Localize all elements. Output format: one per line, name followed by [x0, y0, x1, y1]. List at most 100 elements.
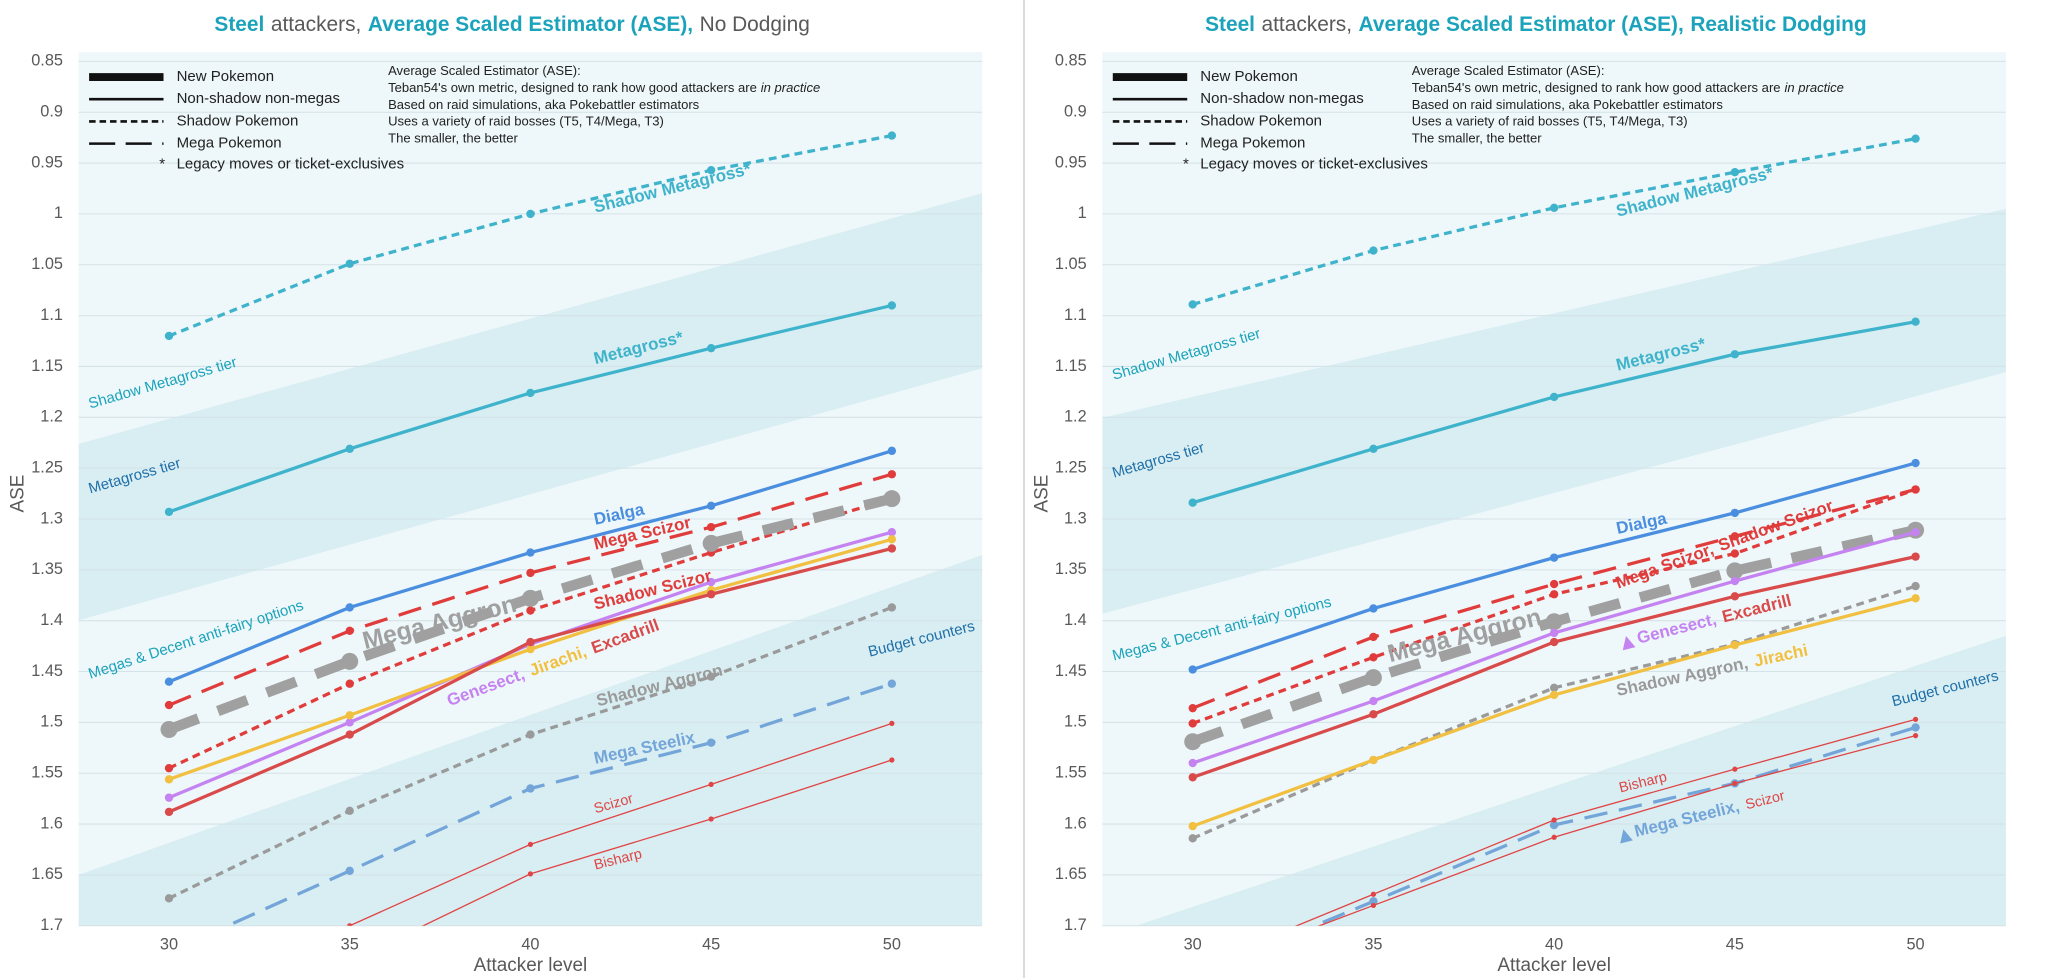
data-point	[889, 720, 895, 727]
data-point	[1911, 552, 1920, 561]
y-tick-label: 1.5	[1064, 713, 1087, 731]
y-tick-label: 1.6	[1064, 814, 1087, 832]
y-tick-label: 1.45	[1055, 662, 1087, 680]
y-tick-label: 1.55	[1055, 764, 1087, 782]
data-point	[526, 730, 535, 739]
title-part: Average Scaled Estimator (ASE),	[1359, 12, 1684, 35]
data-point	[1188, 758, 1197, 768]
y-tick-label: 1.3	[40, 509, 63, 527]
data-point	[345, 718, 354, 727]
data-point	[1911, 723, 1920, 732]
data-point	[1188, 703, 1197, 713]
data-point	[160, 721, 178, 738]
y-tick-label: 1.25	[1055, 458, 1087, 476]
data-point	[1184, 733, 1202, 751]
data-point	[1370, 891, 1377, 897]
y-tick-label: 1.35	[31, 560, 63, 578]
data-point	[702, 534, 720, 552]
data-point	[887, 528, 897, 537]
tier-band	[78, 193, 983, 621]
y-tick-label: 0.85	[1055, 52, 1087, 70]
note-part: Based on raid simulations, aka Pokebattl…	[1412, 97, 1724, 112]
data-point	[347, 959, 352, 964]
data-point	[1549, 637, 1559, 647]
x-axis-title: Attacker level	[1497, 955, 1611, 976]
y-tick-label: 1.5	[40, 713, 63, 731]
note-part: in practice	[761, 80, 820, 95]
data-point	[164, 793, 174, 802]
y-tick-label: 0.9	[40, 103, 63, 121]
x-tick-label: 35	[1364, 936, 1382, 954]
data-point	[1188, 719, 1197, 728]
data-point	[1549, 683, 1559, 692]
y-tick-label: 1.05	[31, 255, 63, 273]
data-point	[345, 626, 354, 636]
data-point	[526, 209, 535, 219]
data-point	[164, 763, 174, 773]
data-point	[1549, 690, 1559, 700]
x-tick-label: 50	[1906, 936, 1924, 954]
data-point	[887, 301, 897, 310]
data-point	[1911, 134, 1920, 143]
data-point	[1911, 581, 1920, 591]
y-tick-label: 1.35	[1055, 560, 1087, 578]
note-part: The smaller, the better	[1412, 131, 1542, 146]
series-line	[1192, 584, 1917, 840]
data-point	[1549, 392, 1559, 402]
y-axis-title: ASE	[8, 475, 29, 513]
note: The smaller, the better	[1412, 131, 1542, 146]
y-tick-label: 0.9	[1064, 103, 1087, 121]
data-point	[708, 816, 714, 822]
note: Uses a variety of raid bosses (T5, T4/Me…	[1412, 114, 1688, 129]
data-point	[1549, 628, 1559, 638]
data-point	[1730, 576, 1740, 586]
legend-label: Non-shadow non-megas	[177, 90, 340, 107]
data-point	[526, 606, 535, 615]
note: Based on raid simulations, aka Pokebattl…	[1412, 97, 1724, 112]
data-point	[345, 806, 354, 816]
data-point	[706, 577, 716, 587]
title-part: Steel	[1205, 12, 1255, 35]
data-point	[1188, 300, 1197, 309]
data-point	[1549, 590, 1559, 599]
label-triangle	[1622, 636, 1636, 651]
series-line	[349, 722, 893, 926]
data-point	[1551, 834, 1557, 840]
data-point	[1369, 604, 1378, 613]
data-point	[526, 644, 535, 654]
legend-label: Mega Pokemon	[1200, 135, 1305, 152]
note-part: Uses a variety of raid bosses (T5, T4/Me…	[388, 114, 664, 129]
data-point	[1364, 669, 1382, 687]
data-point	[341, 652, 359, 670]
data-point	[1549, 820, 1559, 830]
data-point	[1730, 532, 1740, 541]
note: Average Scaled Estimator (ASE):	[388, 63, 581, 78]
legend-label: Shadow Pokemon	[177, 112, 299, 129]
data-point	[1369, 246, 1378, 255]
y-tick-label: 1.55	[31, 764, 63, 782]
data-point	[1912, 716, 1919, 722]
data-point	[887, 679, 897, 688]
tier-bands	[1102, 208, 2006, 926]
data-point	[1911, 594, 1920, 603]
legend-label: Mega Pokemon	[177, 135, 282, 152]
data-point	[345, 603, 354, 612]
legend-label: New Pokemon	[1200, 68, 1298, 85]
data-point	[345, 444, 354, 454]
data-point	[1551, 817, 1557, 823]
y-tick-label: 1	[54, 204, 63, 222]
y-tick-label: 1.65	[1055, 865, 1087, 883]
data-point	[1190, 971, 1195, 976]
y-tick-label: 0.95	[31, 153, 63, 171]
data-point	[345, 866, 354, 876]
data-point	[347, 923, 353, 926]
series-line	[421, 759, 893, 926]
y-tick-label: 1.1	[40, 306, 63, 324]
title-part: attackers,	[1262, 12, 1353, 35]
note: Teban54's own metric, designed to rank h…	[1412, 80, 1844, 95]
x-tick-label: 35	[341, 936, 359, 954]
y-tick-label: 1	[1078, 204, 1087, 222]
data-point	[1549, 579, 1559, 589]
data-point	[164, 894, 174, 903]
